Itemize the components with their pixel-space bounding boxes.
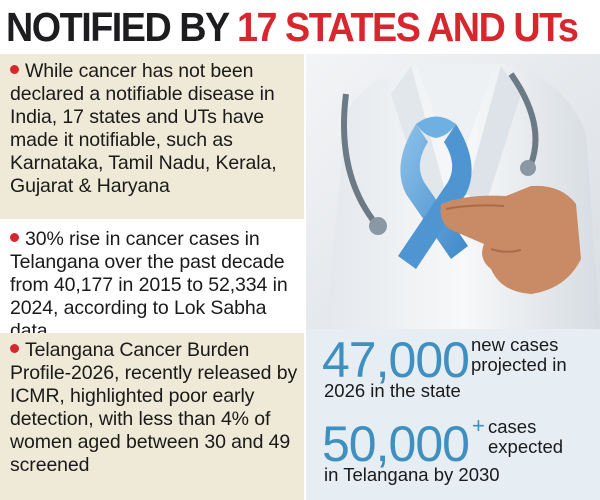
bullet-column: While cancer has not been declared a not… [0,54,304,500]
headline-part-2: 17 STATES AND UTs [237,4,579,50]
stat-line-3: 2026 in the state [324,380,461,401]
bullet-item-2: 30% rise in cancer cases in Telangana ov… [0,222,304,342]
stat-2026: 47,000 new cases projected in 2026 in th… [322,333,592,411]
stat-2030: 50,000 + cases expected in Telangana by … [322,413,592,497]
stat-line-2: expected [488,436,564,457]
bullet-text: While cancer has not been declared a not… [10,60,277,197]
headline: NOTIFIED BY 17 STATES AND UTs [6,2,579,52]
pointing-hand [440,185,581,294]
bullet-text: Telangana Cancer Burden Profile-2026, re… [10,339,298,476]
headline-part-1: NOTIFIED BY [6,4,238,50]
stat-line-2: projected in [471,354,567,375]
bullet-text: 30% rise in cancer cases in Telangana ov… [10,228,288,342]
bullet-item-1: While cancer has not been declared a not… [0,54,304,219]
bullet-item-3: Telangana Cancer Burden Profile-2026, re… [0,333,304,500]
bullet-dot-icon [10,344,19,353]
doctor-illustration [306,54,600,329]
stat-line-1: new cases [471,334,559,355]
bullet-dot-icon [10,65,19,74]
bullet-dot-icon [10,233,19,242]
stat-number: 47,000 [322,332,470,388]
stats-panel: 47,000 new cases projected in 2026 in th… [306,329,600,500]
stat-number: 50,000 [322,416,470,472]
stat-line-3: in Telangana by 2030 [324,464,500,485]
stat-plus: + [472,413,485,438]
stethoscope-icon [341,72,539,235]
stat-line-1: cases [488,416,537,437]
doctor-photo [306,54,600,329]
